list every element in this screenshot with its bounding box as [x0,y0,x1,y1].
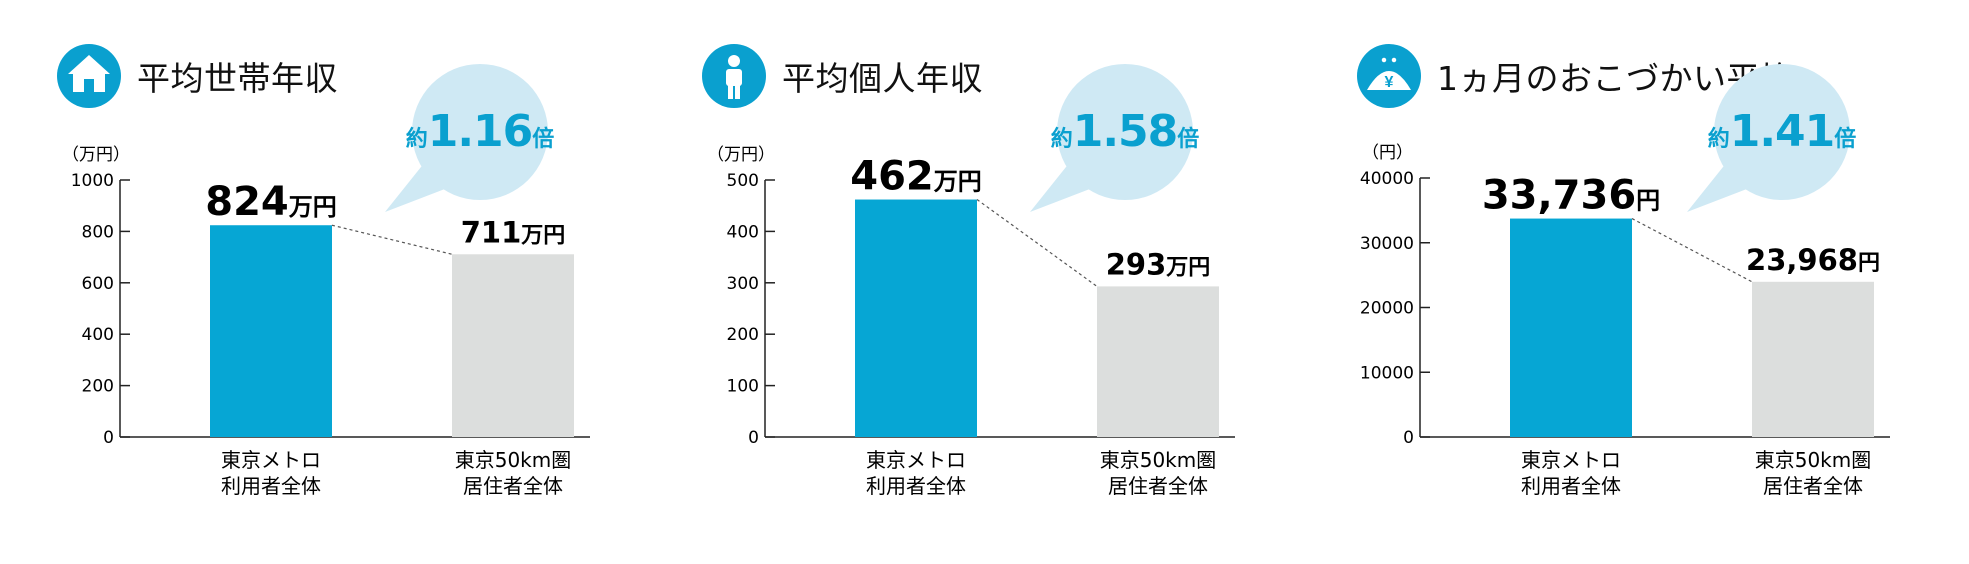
x-tick-label: 東京50km圏 [1100,448,1217,472]
y-tick-label: 1000 [71,171,114,191]
chart-title: 平均個人年収 [782,59,983,98]
bar-metro [855,199,977,437]
data-label: 33,736円 [1482,173,1660,219]
y-tick-label: 200 [727,325,759,345]
bar-area [1097,286,1219,437]
x-tick-label: 東京メトロ [1521,448,1621,472]
x-tick-label: 居住者全体 [1108,474,1208,498]
data-label: 711万円 [461,215,566,249]
bar-area [452,254,574,437]
chart-title: 平均世帯年収 [137,59,338,98]
x-tick-label: 利用者全体 [866,474,966,498]
bubble-tail [1687,162,1752,212]
chart-svg: （万円） 0 200 400 600 800 1000 824万円 711万円東京メトロ利用者全… [62,64,590,498]
y-tick-label: 500 [727,171,759,191]
bar-metro [1510,218,1632,437]
svg-text:¥: ¥ [1385,74,1394,91]
x-tick-label: 利用者全体 [221,474,321,498]
ratio-bubble: 約1.16倍 [385,64,554,212]
dashed-connector [976,199,1098,287]
bubble-circle [1057,64,1193,200]
y-tick-label: 10000 [1360,363,1414,383]
panel-header: 平均世帯年収 [55,42,338,110]
x-tick-label: 居住者全体 [1763,474,1863,498]
chart-svg: （円） 0 10000 20000 30000 40000 33,736円 23,968円東京… [1360,64,1890,498]
y-unit-label: （万円） [62,145,130,165]
bubble-tail [1030,162,1095,212]
panel-header: 平均個人年収 [700,42,983,110]
y-tick-label: 400 [82,325,114,345]
x-tick-label: 居住者全体 [463,474,563,498]
panel-header: ¥ 1ヵ月のおこづかい平均 [1355,42,1794,110]
chart-panel-household-income: 平均世帯年収 （万円） 0 200 400 600 800 1000 824万円 711万円東京… [0,0,640,564]
y-tick-label: 0 [103,428,114,448]
y-unit-label: （円） [1362,143,1413,163]
house-icon [57,44,121,108]
y-tick-label: 20000 [1360,299,1414,319]
bubble-circle [1714,64,1850,200]
chart-panel-allowance: ¥ 1ヵ月のおこづかい平均 （円） 0 10000 20000 30000 40000 33… [1300,0,1940,564]
chart-svg: （万円） 0 100 200 300 400 500 462万円 293万円東京メトロ利用者全体… [707,64,1235,498]
x-tick-label: 利用者全体 [1521,474,1621,498]
y-tick-label: 100 [727,377,759,397]
x-tick-label: 東京50km圏 [1755,448,1872,472]
y-tick-label: 40000 [1360,169,1414,189]
y-unit-label: （万円） [707,145,775,165]
x-tick-label: 東京50km圏 [455,448,572,472]
bar-area [1752,281,1874,437]
ratio-label: 約1.58倍 [1051,106,1200,157]
bubble-circle [412,64,548,200]
ratio-label: 約1.16倍 [406,106,555,157]
y-tick-label: 200 [82,377,114,397]
data-label: 462万円 [850,154,982,200]
person-icon [702,44,766,108]
y-tick-label: 300 [727,274,759,294]
bubble-tail [385,162,450,212]
x-tick-label: 東京メトロ [866,448,966,472]
data-label: 293万円 [1106,247,1211,281]
bar-metro [210,225,332,437]
ratio-label: 約1.41倍 [1708,106,1857,157]
y-tick-label: 0 [748,428,759,448]
dashed-connector [331,224,453,255]
y-tick-label: 600 [82,274,114,294]
y-tick-label: 30000 [1360,234,1414,254]
y-tick-label: 0 [1403,428,1414,448]
data-label: 23,968円 [1746,243,1880,277]
yen-purse-icon: ¥ [1357,44,1421,108]
dashed-connector [1631,218,1753,283]
ratio-bubble: 約1.58倍 [1030,64,1199,212]
data-label: 824万円 [205,179,337,225]
ratio-bubble: 約1.41倍 [1687,64,1856,212]
y-tick-label: 800 [82,222,114,242]
x-tick-label: 東京メトロ [221,448,321,472]
chart-panel-personal-income: 平均個人年収 （万円） 0 100 200 300 400 500 462万円 293万円東京メ… [645,0,1285,564]
y-tick-label: 400 [727,222,759,242]
